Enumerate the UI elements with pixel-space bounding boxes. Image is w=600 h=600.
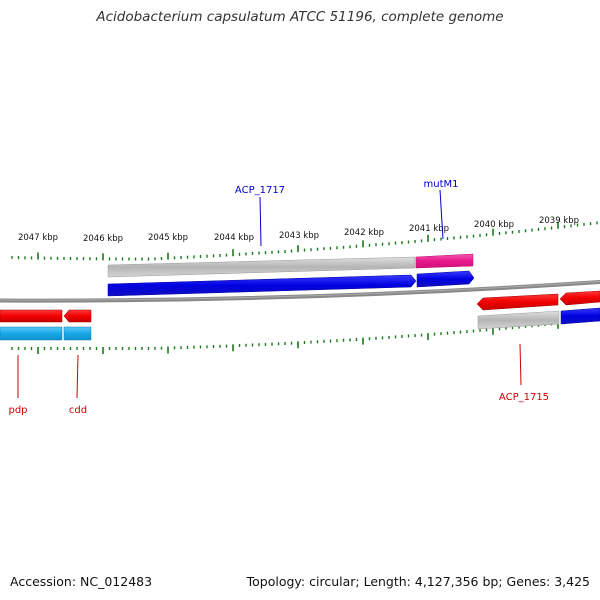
- genome-backbone-highlight: [0, 281, 600, 301]
- tick-label: 2041 kbp: [409, 224, 449, 234]
- gene-arrow-adjacent-reverse[interactable]: [559, 290, 600, 306]
- gene-feature-mutM1-rna[interactable]: [415, 253, 474, 269]
- tick-label: 2046 kbp: [83, 234, 123, 244]
- gene-feature-gray-right[interactable]: [477, 310, 560, 330]
- label-leader-line: [259, 196, 262, 247]
- tick-label: 2042 kbp: [344, 228, 384, 238]
- map-title: Acidobacterium capsulatum ATCC 51196, co…: [96, 9, 504, 25]
- tick-label: 2045 kbp: [148, 233, 188, 243]
- gene-label-mutM1[interactable]: mutM1: [424, 179, 459, 190]
- gene-arrow-mutM1[interactable]: [416, 270, 475, 288]
- gene-feature-cyan-cdd[interactable]: [63, 326, 92, 341]
- gene-arrow-cdd[interactable]: [63, 309, 92, 323]
- tick-label: 2039 kbp: [539, 216, 579, 226]
- topology-label: Topology: circular; Length: 4,127,356 bp…: [246, 574, 590, 589]
- tick-label: 2043 kbp: [279, 231, 319, 241]
- gene-feature-gray[interactable]: [107, 256, 416, 278]
- gene-arrow-ACP-1717[interactable]: [107, 274, 417, 297]
- gene-label-ACP-1717[interactable]: ACP_1717: [235, 185, 285, 196]
- tick-label: 2047 kbp: [18, 233, 58, 243]
- upper-tick-track: [11, 221, 598, 261]
- tick-label: 2044 kbp: [214, 233, 254, 243]
- gene-label-pdp[interactable]: pdp: [8, 405, 27, 416]
- label-leader-line: [439, 189, 444, 240]
- gene-feature-cyan-pdp[interactable]: [0, 326, 63, 341]
- tick-label: 2040 kbp: [474, 220, 514, 230]
- gene-arrow-adjacent-forward[interactable]: [560, 307, 600, 325]
- accession-label: Accession: NC_012483: [10, 574, 153, 589]
- gene-arrow-pdp[interactable]: [0, 309, 63, 323]
- label-leader-line: [76, 354, 79, 399]
- gene-label-cdd[interactable]: cdd: [69, 405, 87, 416]
- gene-label-ACP-1715[interactable]: ACP_1715: [499, 392, 549, 403]
- gene-arrow-ACP-1715[interactable]: [476, 293, 559, 311]
- label-leader-line: [519, 343, 522, 386]
